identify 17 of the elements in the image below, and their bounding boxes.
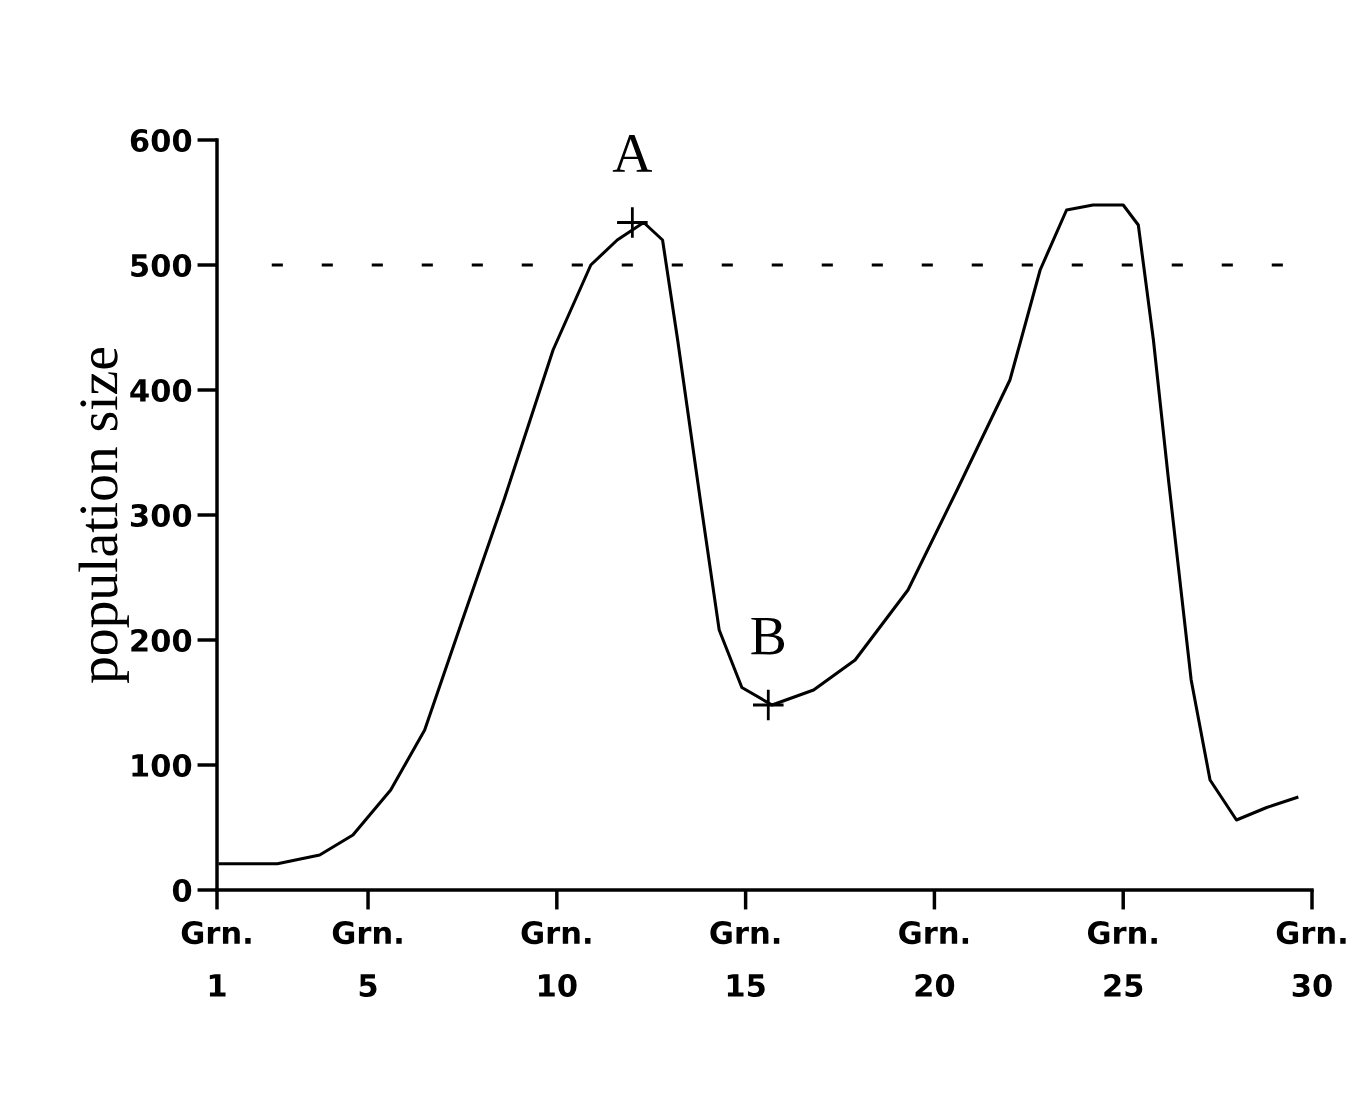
x-tick-label: Grn. 10 — [521, 921, 591, 997]
y-tick-label: 500 — [131, 253, 192, 278]
y-tick-label: 400 — [130, 378, 192, 403]
y-tick-label: 600 — [130, 128, 192, 153]
y-tick-label: 200 — [131, 628, 192, 653]
x-tick-label: Grn. 5 — [332, 921, 402, 997]
x-tick-label: Grn. 15 — [710, 921, 780, 997]
y-tick-label: 100 — [132, 753, 192, 778]
y-tick-label: 300 — [130, 503, 192, 528]
y-tick-label: 0 — [172, 878, 192, 903]
x-tick-label: Grn. 25 — [1087, 921, 1157, 997]
x-tick-label: Grn. 30 — [1276, 921, 1346, 997]
x-tick-label: Grn. 20 — [899, 921, 969, 997]
x-tick-label: Grn. 1 — [181, 921, 251, 997]
annotation: B — [751, 617, 785, 655]
y-axis-title: population size — [78, 347, 129, 684]
annotation: A — [612, 135, 652, 172]
